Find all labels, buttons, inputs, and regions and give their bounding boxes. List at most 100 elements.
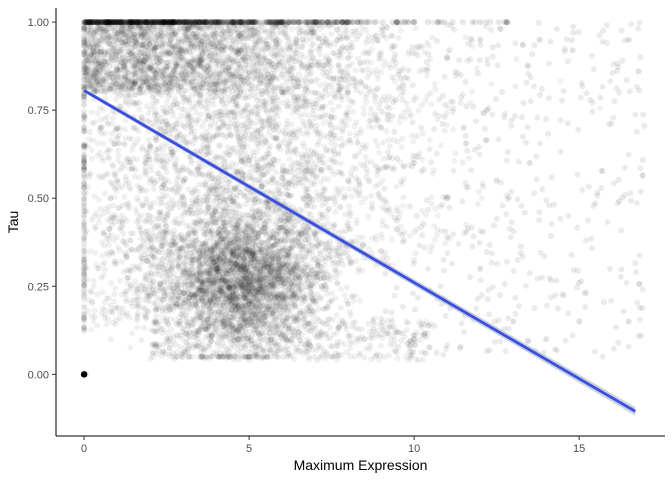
scatter-point (239, 240, 246, 247)
scatter-point (124, 274, 131, 281)
scatter-point (215, 230, 221, 237)
scatter-point (282, 295, 289, 302)
scatter-point (221, 262, 228, 269)
scatter-point (255, 306, 262, 313)
scatter-point (372, 183, 379, 190)
scatter-point (239, 247, 246, 254)
scatter-point (225, 348, 232, 355)
scatter-point (411, 160, 418, 166)
scatter-point (245, 279, 252, 286)
scatter-point (333, 269, 340, 276)
scatter-point (192, 206, 199, 213)
scatter-point (256, 324, 263, 331)
scatter-point (398, 144, 405, 151)
scatter-point (175, 264, 182, 271)
scatter-point (292, 275, 299, 281)
scatter-point (206, 304, 213, 311)
scatter-point (243, 270, 250, 277)
scatter-point (295, 329, 302, 336)
scatter-point (284, 293, 291, 299)
scatter-point (153, 54, 160, 61)
scatter-point (257, 268, 264, 275)
scatter-point (334, 259, 341, 266)
scatter-point (226, 285, 233, 292)
scatter-point (245, 234, 252, 241)
scatter-point (250, 201, 257, 207)
scatter-point (257, 283, 264, 290)
scatter-point (233, 327, 240, 334)
scatter-point (217, 256, 224, 263)
scatter-point (288, 238, 295, 244)
scatter-point (236, 307, 242, 314)
scatter-point (395, 35, 402, 41)
scatter-point (465, 155, 472, 162)
scatter-point (292, 291, 299, 298)
scatter-point (164, 335, 171, 342)
scatter-point (242, 327, 249, 333)
scatter-point (308, 298, 315, 305)
scatter-point (198, 353, 205, 360)
scatter-point (167, 272, 174, 279)
scatter-point (88, 109, 95, 116)
scatter-point (325, 255, 332, 262)
scatter-point (379, 177, 386, 184)
scatter-point (221, 254, 228, 261)
scatter-point (289, 283, 296, 290)
scatter-point (400, 194, 407, 201)
scatter-point (234, 327, 241, 333)
scatter-point (239, 303, 246, 310)
scatter-point (122, 99, 129, 106)
scatter-point (249, 299, 256, 306)
scatter-point (412, 250, 419, 257)
scatter-point (235, 279, 242, 286)
scatter-point (239, 272, 245, 279)
scatter-point (460, 124, 467, 131)
scatter-point (211, 321, 218, 327)
scatter-point (258, 307, 265, 314)
scatter-point (297, 231, 304, 238)
scatter-point (220, 206, 227, 213)
scatter-point (625, 36, 632, 43)
scatter-point (256, 264, 263, 271)
scatter-point (264, 291, 270, 298)
scatter-point (441, 127, 448, 134)
scatter-point (239, 285, 246, 291)
scatter-point (179, 270, 186, 276)
scatter-point (272, 291, 279, 298)
scatter-point (271, 329, 278, 336)
scatter-point (264, 200, 271, 207)
scatter-point (285, 303, 292, 310)
scatter-points (81, 19, 648, 378)
scatter-point (184, 319, 191, 325)
scatter-point (297, 250, 304, 256)
scatter-point (224, 144, 231, 151)
scatter-point (192, 272, 199, 279)
scatter-point (202, 326, 209, 333)
scatter-point (324, 285, 330, 292)
scatter-point (247, 225, 254, 232)
scatter-point (230, 209, 237, 215)
scatter-point (191, 229, 198, 236)
scatter-point (224, 232, 231, 238)
scatter-point (252, 258, 259, 265)
scatter-point (267, 347, 274, 354)
scatter-point (182, 287, 189, 294)
scatter-point (196, 273, 203, 280)
scatter-point (241, 300, 248, 307)
scatter-point (221, 317, 227, 324)
scatter-point (251, 315, 258, 322)
scatter-point (100, 229, 107, 236)
scatter-point (280, 254, 287, 261)
scatter-point (227, 317, 234, 324)
scatter-point (226, 244, 233, 251)
scatter-point (260, 348, 267, 355)
scatter-point (184, 253, 190, 260)
scatter-point (387, 143, 393, 150)
scatter-point (134, 315, 141, 321)
scatter-point (345, 89, 352, 96)
scatter-point (320, 270, 327, 277)
scatter-point (432, 205, 439, 212)
scatter-point (276, 303, 283, 310)
scatter-point (251, 275, 258, 282)
scatter-point (185, 347, 192, 354)
